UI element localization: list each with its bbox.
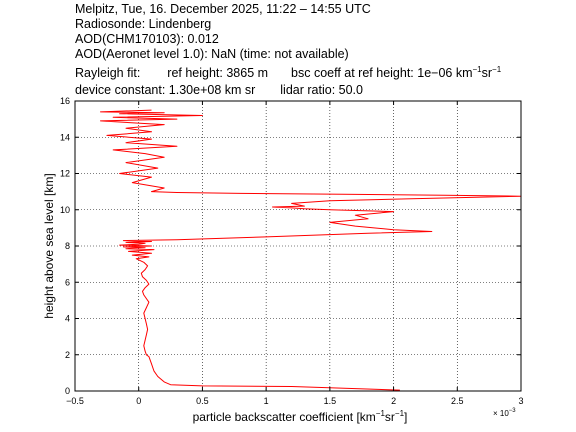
y-tick-label: 6 (65, 277, 70, 287)
y-tick-label: 12 (60, 169, 70, 179)
x-axis-label-part: −1 (376, 409, 386, 418)
x-tick-label: 3 (518, 396, 523, 406)
y-tick-label: 4 (65, 314, 70, 324)
bsc-coeff: bsc coeff at ref height: 1e−06 km−1sr−1 (291, 64, 502, 80)
x-axis-label-part: ] (404, 410, 407, 424)
x-tick-label: 1.5 (324, 396, 337, 406)
x-scale-exponent: −3 (509, 408, 517, 414)
x-axis-label-part: sr (385, 410, 395, 424)
lidar-ratio: lidar ratio: 50.0 (280, 83, 363, 97)
y-tick-label: 0 (65, 386, 70, 396)
x-tick-label: 0.5 (196, 396, 209, 406)
y-tick-label: 8 (65, 241, 70, 251)
device-line: device constant: 1.30e+08 km sr lidar ra… (75, 83, 363, 97)
series-layer (100, 109, 522, 391)
x-axis-label-part: particle backscatter coefficient [km (193, 410, 376, 424)
rayleigh-label: Rayleigh fit: (75, 66, 141, 80)
x-tick-label: 1 (264, 396, 269, 406)
y-tick-label: 10 (60, 205, 70, 215)
x-tick-label: 2.5 (451, 396, 464, 406)
device-constant: device constant: 1.30e+08 km sr (75, 83, 256, 97)
title-location-time: Melpitz, Tue, 16. December 2025, 11:22 –… (75, 2, 371, 16)
y-tick-label: 2 (65, 350, 70, 360)
backscatter-profile-line (100, 109, 522, 391)
y-axis-label: height above sea level [km] (42, 173, 56, 318)
x-tick-label: −0.5 (66, 396, 84, 406)
x-axis-label: particle backscatter coefficient [km−1sr… (193, 409, 408, 424)
x-scale-base: × 10 (493, 409, 509, 418)
rayleigh-fit-line: Rayleigh fit: ref height: 3865 m bsc coe… (75, 64, 502, 80)
aod-aeronet: AOD(Aeronet level 1.0): NaN (time: not a… (75, 47, 349, 61)
ref-height: ref height: 3865 m (167, 66, 269, 80)
y-tick-label: 16 (60, 96, 70, 106)
radiosonde-info: Radiosonde: Lindenberg (75, 17, 212, 31)
x-tick-label: 2 (391, 396, 396, 406)
x-axis-label-part: −1 (395, 409, 405, 418)
x-tick-label: 0 (136, 396, 141, 406)
y-tick-label: 14 (60, 132, 70, 142)
x-scale-note: × 10−3 (493, 408, 516, 418)
aod-chm: AOD(CHM170103): 0.012 (75, 32, 219, 46)
